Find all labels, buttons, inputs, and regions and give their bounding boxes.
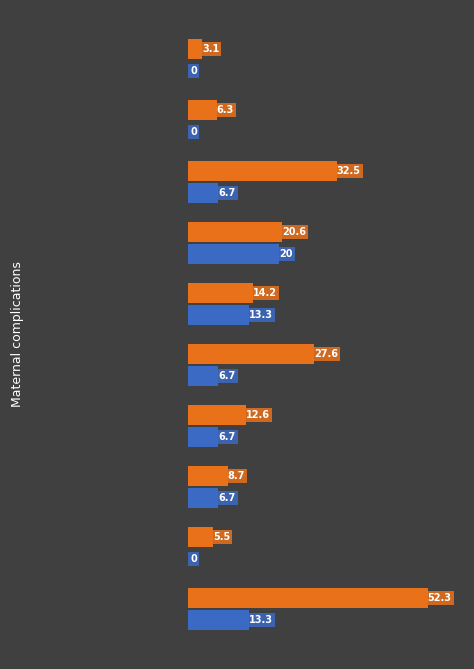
Bar <box>188 244 280 264</box>
Bar <box>188 183 219 203</box>
Text: 6.7: 6.7 <box>219 188 236 198</box>
Bar <box>188 222 282 242</box>
Bar <box>188 427 219 447</box>
Text: 13.3: 13.3 <box>249 310 273 320</box>
Bar <box>188 100 217 120</box>
Text: 27.6: 27.6 <box>314 349 338 359</box>
Bar <box>188 345 314 364</box>
Text: 6.7: 6.7 <box>219 371 236 381</box>
Bar <box>188 161 337 181</box>
Text: 0: 0 <box>190 127 197 137</box>
Text: 52.3: 52.3 <box>428 593 452 603</box>
Text: 20: 20 <box>280 249 293 259</box>
Text: 32.5: 32.5 <box>337 166 361 176</box>
Text: 5.5: 5.5 <box>213 532 230 542</box>
Y-axis label: Maternal complications: Maternal complications <box>11 262 24 407</box>
Bar <box>188 305 249 324</box>
Bar <box>188 366 219 386</box>
Bar <box>188 610 249 630</box>
Bar <box>188 527 213 547</box>
Bar <box>188 39 202 59</box>
Text: 0: 0 <box>190 66 197 76</box>
Text: 8.7: 8.7 <box>228 471 245 481</box>
Text: 20.6: 20.6 <box>282 227 306 237</box>
Text: 12.6: 12.6 <box>246 410 270 420</box>
Text: 14.2: 14.2 <box>253 288 277 298</box>
Bar <box>188 588 428 608</box>
Text: 6.7: 6.7 <box>219 432 236 442</box>
Bar <box>188 283 253 303</box>
Text: 3.1: 3.1 <box>202 44 219 54</box>
Text: 0: 0 <box>190 554 197 564</box>
Bar <box>188 466 228 486</box>
Bar <box>188 405 246 425</box>
Bar <box>188 488 219 508</box>
Text: 6.3: 6.3 <box>217 105 234 115</box>
Text: 6.7: 6.7 <box>219 493 236 503</box>
Text: 13.3: 13.3 <box>249 615 273 625</box>
